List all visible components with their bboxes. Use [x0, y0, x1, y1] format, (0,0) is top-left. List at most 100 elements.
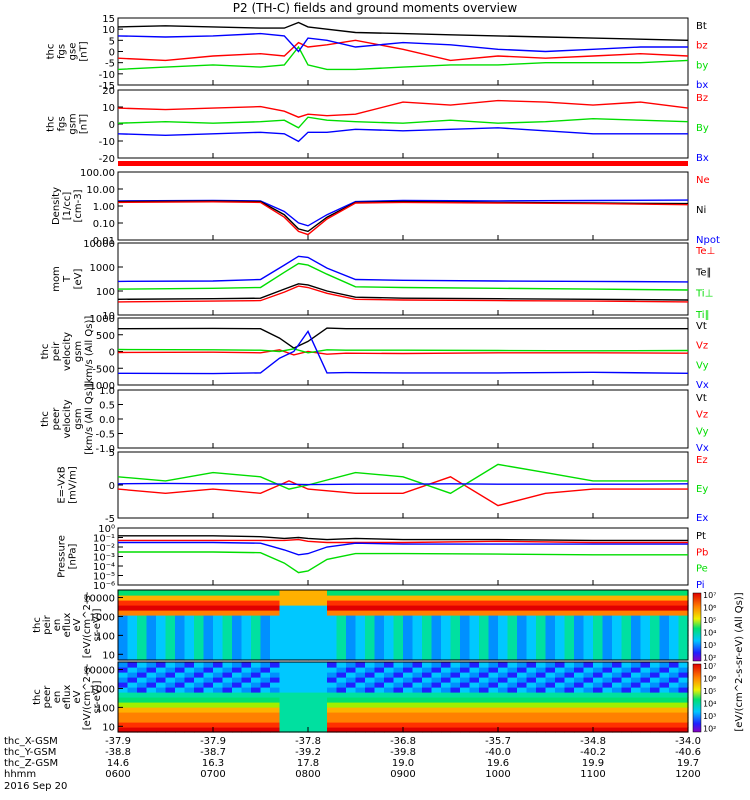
spectrogram-cell [526, 645, 537, 651]
spectrogram-cell [118, 667, 129, 673]
spectrogram-cell [460, 687, 471, 693]
spectrogram-cell [574, 650, 585, 656]
spectrogram-cell [403, 677, 414, 683]
colorbar-tick: 10² [703, 725, 716, 734]
spectrogram-cell [213, 615, 224, 621]
spectrogram-cell [517, 677, 528, 683]
spectrogram-cell [526, 620, 537, 626]
spectrogram-cell [498, 687, 509, 693]
spectrogram-cell [327, 615, 338, 621]
spectrogram-cell [393, 650, 404, 656]
spectrogram-cell [526, 635, 537, 641]
spectrogram-cell [336, 630, 347, 636]
spectrogram-cell [232, 655, 243, 661]
spectrogram-cell [384, 610, 395, 616]
spectrogram-cell [612, 712, 623, 718]
spectrogram-cell [260, 605, 271, 611]
spectrogram-cell [346, 605, 357, 611]
spectrogram-cell [536, 697, 547, 703]
y-axis-label-line: fgs [57, 44, 68, 59]
spectrogram-cell [640, 662, 651, 668]
spectrogram-cell [555, 650, 566, 656]
spectrogram-cell [146, 687, 157, 693]
spectrogram-cell [403, 727, 414, 733]
spectrogram-cell [156, 727, 167, 733]
spectrogram-cell [137, 667, 148, 673]
spectrogram-cell [175, 595, 186, 601]
spectrogram-cell [289, 692, 300, 698]
spectrogram-cell [184, 717, 195, 723]
spectrogram-cell [346, 682, 357, 688]
spectrogram-cell [384, 662, 395, 668]
spectrogram-cell [289, 687, 300, 693]
spectrogram-cell [507, 702, 518, 708]
spectrogram-cell [545, 707, 556, 713]
spectrogram-cell [336, 707, 347, 713]
spectrogram-cell [612, 687, 623, 693]
spectrogram-cell [393, 687, 404, 693]
spectrogram-cell [650, 590, 661, 596]
spectrogram-cell [118, 662, 129, 668]
spectrogram-cell [393, 727, 404, 733]
spectrogram-cell [260, 630, 271, 636]
spectrogram-cell [659, 672, 670, 678]
y-tick-label: 10⁻³ [93, 553, 115, 564]
spectrogram-cell [403, 712, 414, 718]
y-axis-label-line: E=-VxB [57, 466, 68, 503]
spectrogram-cell [355, 625, 366, 631]
orbit-row-value: 16.3 [202, 758, 224, 769]
spectrogram-cell [270, 707, 281, 713]
spectrogram-cell [184, 595, 195, 601]
spectrogram-cell [175, 702, 186, 708]
y-tick-label: 0.10 [93, 219, 115, 230]
spectrogram-cell [146, 717, 157, 723]
spectrogram-cell [355, 600, 366, 606]
spectrogram-cell [260, 662, 271, 668]
spectrogram-cell [165, 610, 176, 616]
spectrogram-cell [640, 615, 651, 621]
spectrogram-cell [241, 605, 252, 611]
spectrogram-cell [327, 610, 338, 616]
spectrogram-cell [298, 667, 309, 673]
spectrogram-cell [232, 610, 243, 616]
spectrogram-cell [137, 615, 148, 621]
orbit-row-value: -34.8 [580, 736, 606, 747]
spectrogram-cell [621, 635, 632, 641]
spectrogram-cell [175, 615, 186, 621]
y-axis-label-line: thc [40, 344, 51, 360]
spectrogram-cell [545, 682, 556, 688]
spectrogram-cell [336, 605, 347, 611]
spectrogram-cell [555, 655, 566, 661]
spectrogram-cell [232, 620, 243, 626]
legend-entry: Pb [696, 547, 708, 558]
spectrogram-cell [536, 712, 547, 718]
y-axis-label-line: mom [51, 266, 62, 292]
spectrogram-cell [650, 677, 661, 683]
spectrogram-cell [156, 692, 167, 698]
spectrogram-cell [441, 650, 452, 656]
spectrogram-cell [441, 645, 452, 651]
spectrogram-cell [213, 595, 224, 601]
spectrogram-cell [659, 702, 670, 708]
spectrogram-cell [640, 697, 651, 703]
spectrogram-cell [678, 697, 689, 703]
spectrogram-cell [593, 682, 604, 688]
spectrogram-cell [251, 595, 262, 601]
spectrogram-cell [574, 722, 585, 728]
legend-entry: Vz [696, 410, 708, 421]
spectrogram-cell [308, 697, 319, 703]
spectrogram-cell [602, 702, 613, 708]
spectrogram-cell [583, 630, 594, 636]
spectrogram-cell [488, 590, 499, 596]
spectrogram-cell [194, 727, 205, 733]
spectrogram-cell [127, 650, 138, 656]
spectrogram-cell [327, 600, 338, 606]
spectrogram-cell [574, 727, 585, 733]
colorbar-top [692, 592, 702, 662]
spectrogram-cell [602, 727, 613, 733]
spectrogram-cell [146, 682, 157, 688]
spectrogram-cell [583, 610, 594, 616]
spectrogram-cell [260, 712, 271, 718]
